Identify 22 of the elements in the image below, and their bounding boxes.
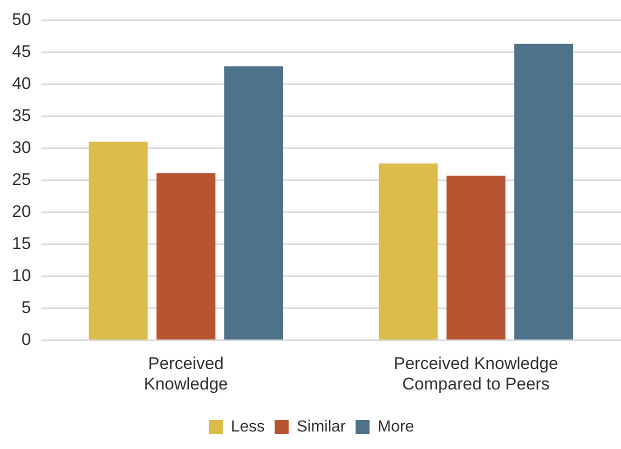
- y-tick-label: 0: [21, 330, 31, 349]
- x-tick-label: Perceived Knowledge: [144, 354, 228, 394]
- y-tick-label: 30: [12, 138, 31, 157]
- y-tick-label: 20: [12, 202, 31, 221]
- y-tick-label: 35: [12, 106, 31, 125]
- y-tick-label: 5: [21, 298, 31, 317]
- y-tick-label: 10: [12, 266, 31, 285]
- y-tick-label: 50: [12, 10, 31, 29]
- bar: [446, 176, 506, 340]
- y-tick-label: 25: [12, 170, 31, 189]
- y-tick-label: 45: [12, 42, 31, 61]
- y-tick-label: 40: [12, 74, 31, 93]
- y-tick-label: 15: [12, 234, 31, 253]
- bar: [88, 142, 148, 340]
- bar: [378, 164, 438, 340]
- bar: [156, 173, 216, 340]
- bar: [224, 66, 284, 340]
- bar: [514, 44, 574, 340]
- legend-label: Similar: [296, 418, 346, 436]
- x-tick-label: Perceived Knowledge Compared to Peers: [394, 354, 558, 394]
- legend-label: More: [378, 418, 414, 436]
- legend-label: Less: [230, 418, 265, 436]
